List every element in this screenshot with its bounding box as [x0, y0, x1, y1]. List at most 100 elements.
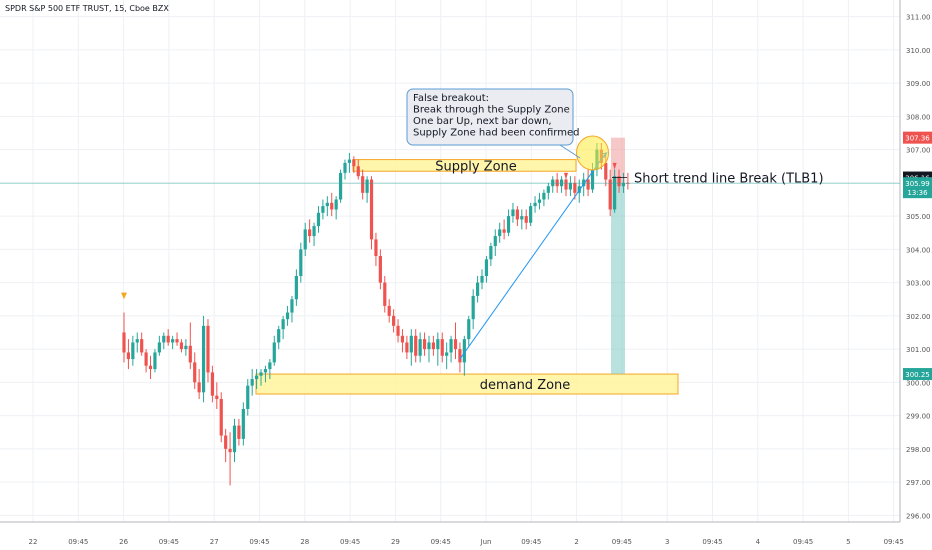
candle-body: [502, 229, 506, 233]
callout-pointer: [559, 144, 581, 159]
x-tick-label: 09:45: [340, 538, 360, 546]
y-tick-label: 304.00: [906, 246, 931, 254]
candle-body: [285, 312, 290, 320]
candle-body: [250, 379, 254, 386]
price-tag-label: 307.36: [905, 135, 930, 143]
y-tick-label: 296.00: [906, 512, 931, 520]
y-tick-label: 302.00: [906, 313, 931, 321]
candle-body: [241, 408, 245, 439]
candle-body: [162, 335, 166, 343]
demand-zone-label: demand Zone: [480, 378, 571, 393]
price-tag-label: 13:36: [907, 189, 928, 197]
candle-body: [193, 362, 197, 383]
candle-body: [126, 352, 131, 360]
candle-body: [219, 398, 223, 436]
x-tick-label: 5: [846, 538, 850, 546]
candle-body: [396, 325, 400, 336]
candle-body: [511, 209, 515, 217]
candle-body: [476, 282, 480, 296]
price-tag: [903, 131, 932, 144]
candle-body: [613, 176, 617, 210]
candle-body: [480, 275, 484, 283]
candle-body: [122, 332, 126, 353]
top-marker: [121, 292, 127, 300]
candle-body: [299, 249, 303, 276]
candle-body: [290, 299, 294, 313]
candle-body: [392, 315, 396, 326]
candle-body: [422, 339, 427, 350]
x-tick-label: 09:45: [68, 538, 88, 546]
trend-line: [459, 152, 607, 360]
candle-body: [520, 216, 524, 220]
candle-body: [608, 179, 612, 210]
candle-body: [206, 325, 210, 373]
candle-body: [334, 199, 338, 210]
candle-body: [343, 162, 347, 173]
candle-body: [144, 352, 148, 366]
candle-body: [215, 395, 219, 399]
candle-body: [453, 339, 458, 350]
candle-body: [537, 199, 542, 203]
x-tick-label: 4: [756, 538, 761, 546]
y-tick-label: 300.00: [906, 379, 931, 387]
candle-body: [568, 182, 573, 190]
candle-body: [617, 176, 621, 187]
x-tick-label: 09:45: [159, 538, 179, 546]
candle-body: [573, 182, 577, 193]
candle-body: [440, 339, 444, 356]
candle-body: [171, 339, 175, 343]
candle-body: [157, 342, 161, 353]
candle-body: [369, 179, 374, 240]
tlb-label: Short trend line Break (TLB1): [634, 172, 824, 187]
candle-body: [361, 176, 365, 193]
x-tick-label: 09:45: [702, 538, 722, 546]
candle-body: [604, 162, 608, 180]
price-tag: [903, 186, 932, 199]
candle-body: [533, 202, 537, 207]
x-tick-label: 09:45: [612, 538, 632, 546]
candle-body: [374, 239, 378, 257]
y-tick-label: 303.00: [906, 280, 931, 288]
candle-body: [493, 236, 497, 247]
short-position-target-area: [611, 183, 625, 375]
false-breakout-circle: [576, 135, 610, 171]
candle-body: [352, 159, 356, 167]
candle-body: [184, 345, 188, 350]
candle-body: [365, 179, 369, 193]
false-breakout-note-line: One bar Up, next bar down,: [413, 116, 552, 127]
supply-zone-label: Supply Zone: [435, 159, 517, 174]
candle-body: [316, 212, 321, 227]
x-tick-label: Jun: [480, 538, 492, 546]
candle-body: [427, 342, 431, 350]
candle-body: [564, 179, 568, 190]
candle-body: [542, 192, 546, 200]
candle-body: [228, 448, 232, 453]
candle-body: [529, 206, 533, 223]
candle-body: [321, 206, 325, 213]
candle-body: [506, 216, 511, 233]
y-tick-label: 298.00: [906, 446, 931, 454]
candle-body: [135, 339, 139, 343]
candle-body: [498, 229, 502, 237]
candle-body: [471, 295, 475, 320]
x-tick-label: 27: [210, 538, 219, 546]
y-tick-label: 299.00: [906, 413, 931, 421]
candle-body: [515, 209, 519, 220]
candle-body: [418, 339, 422, 356]
y-tick-label: 305.00: [906, 213, 931, 221]
x-tick-label: 09:45: [431, 538, 451, 546]
candle-body: [237, 425, 241, 439]
candle-body: [281, 319, 285, 330]
x-tick-label: 29: [391, 538, 400, 546]
candle-body: [268, 362, 272, 370]
candle-body: [445, 352, 449, 356]
candle-body: [246, 385, 250, 409]
x-tick-label: 28: [300, 538, 309, 546]
candle-body: [330, 202, 334, 210]
candle-body: [431, 342, 435, 350]
candle-body: [449, 339, 453, 353]
candle-body: [259, 372, 263, 376]
candle-body: [462, 339, 466, 363]
candle-body: [405, 342, 409, 353]
